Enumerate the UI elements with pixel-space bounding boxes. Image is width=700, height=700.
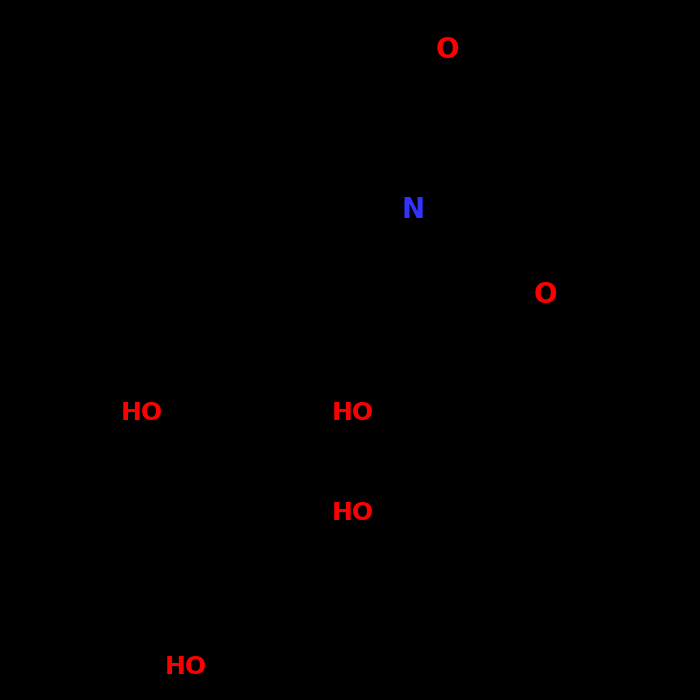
- Text: HO: HO: [332, 501, 374, 525]
- Text: N: N: [401, 196, 425, 224]
- Text: HO: HO: [165, 655, 207, 679]
- Text: HO: HO: [121, 401, 163, 425]
- Text: HO: HO: [332, 401, 374, 425]
- Text: O: O: [533, 281, 556, 309]
- Text: O: O: [435, 36, 458, 64]
